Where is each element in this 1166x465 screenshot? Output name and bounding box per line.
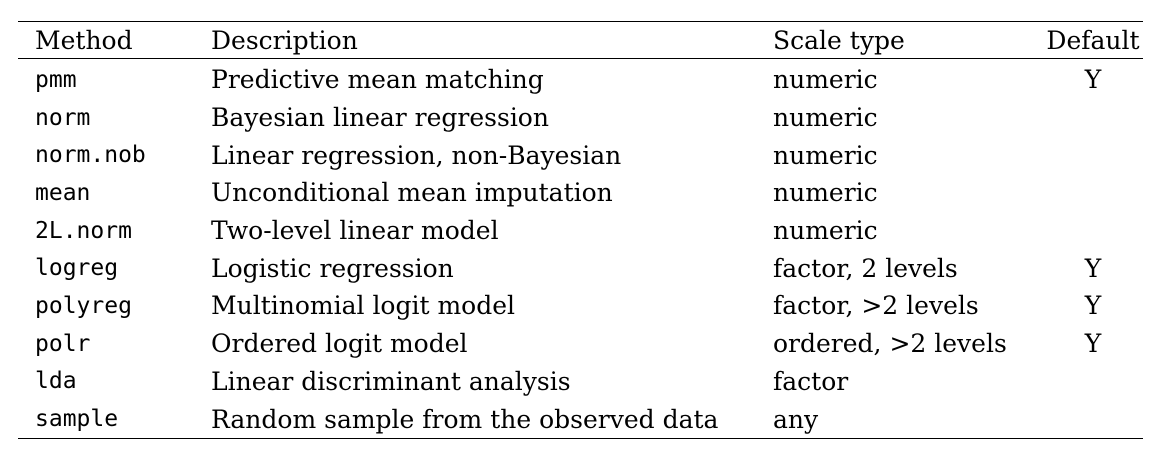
default-cell [1043, 99, 1143, 137]
default-cell [1043, 174, 1143, 212]
header-default: Default [1046, 25, 1140, 55]
method-cell: norm [35, 104, 91, 131]
method-cell: norm.nob [35, 142, 146, 169]
default-cell: Y [1084, 65, 1102, 95]
description-cell: Unconditional mean imputation [211, 178, 613, 208]
scale-type-cell: ordered, >2 levels [773, 329, 1007, 359]
table-row: polr Ordered logit model ordered, >2 level… [18, 325, 1143, 363]
description-cell: Linear discriminant analysis [211, 366, 571, 396]
table-row: 2L.norm Two-level linear model numeric [18, 212, 1143, 250]
table-header: Method Description Scale type Default [18, 21, 1143, 59]
default-cell [1043, 363, 1143, 401]
table-row: norm.nob Linear regression, non-Bayesian n… [18, 136, 1143, 174]
description-cell: Ordered logit model [211, 329, 468, 359]
default-cell [1043, 136, 1143, 174]
header-row: Method Description Scale type Default [18, 21, 1143, 59]
table-row: norm Bayesian linear regression numeric [18, 99, 1143, 137]
method-cell: polyreg [35, 292, 132, 319]
table-row: sample Random sample from the observed da… [18, 400, 1143, 438]
method-cell: mean [35, 179, 91, 206]
description-cell: Multinomial logit model [211, 291, 516, 321]
scale-type-cell: numeric [773, 178, 878, 208]
table-row: logreg Logistic regression factor, 2 level… [18, 249, 1143, 287]
description-cell: Random sample from the observed data [211, 404, 719, 434]
description-cell: Two-level linear model [211, 216, 499, 246]
default-cell: Y [1084, 329, 1102, 359]
imputation-methods-table-container: Method Description Scale type Default pm… [18, 21, 1143, 439]
table-row: polyreg Multinomial logit model factor, >2… [18, 287, 1143, 325]
default-cell [1043, 400, 1143, 438]
default-cell: Y [1084, 253, 1102, 283]
table-row: pmm Predictive mean matching numeric Y [18, 59, 1143, 99]
method-cell: polr [35, 330, 91, 357]
imputation-methods-table: Method Description Scale type Default pm… [18, 21, 1143, 439]
method-cell: logreg [35, 255, 119, 282]
scale-type-cell: numeric [773, 140, 878, 170]
method-cell: lda [35, 368, 77, 395]
default-cell [1043, 212, 1143, 250]
default-cell: Y [1084, 291, 1102, 321]
header-description: Description [211, 25, 358, 55]
method-cell: 2L.norm [35, 217, 132, 244]
table-row: mean Unconditional mean imputation numeric [18, 174, 1143, 212]
description-cell: Predictive mean matching [211, 65, 544, 95]
scale-type-cell: any [773, 404, 819, 434]
table-row: lda Linear discriminant analysis factor [18, 363, 1143, 401]
description-cell: Bayesian linear regression [211, 103, 549, 133]
method-cell: sample [35, 406, 119, 433]
scale-type-cell: numeric [773, 65, 878, 95]
header-method: Method [35, 25, 133, 55]
header-scale-type: Scale type [773, 25, 905, 55]
scale-type-cell: numeric [773, 103, 878, 133]
description-cell: Linear regression, non-Bayesian [211, 140, 622, 170]
scale-type-cell: factor, 2 levels [773, 253, 958, 283]
scale-type-cell: factor [773, 366, 849, 396]
description-cell: Logistic regression [211, 253, 454, 283]
method-cell: pmm [35, 66, 77, 93]
scale-type-cell: numeric [773, 216, 878, 246]
scale-type-cell: factor, >2 levels [773, 291, 979, 321]
